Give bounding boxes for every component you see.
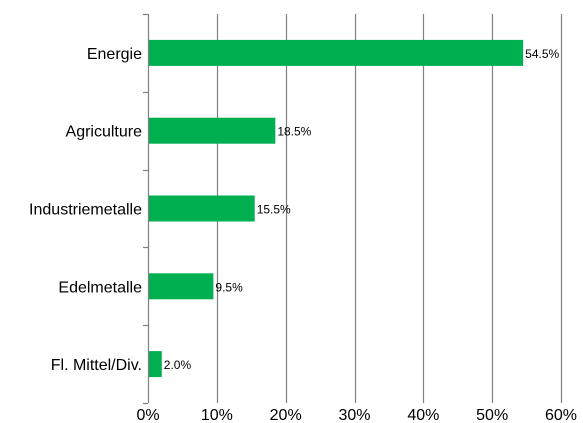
data-label: 9.5% <box>215 280 243 294</box>
bar <box>149 195 255 222</box>
x-tick-label: 20% <box>270 407 302 423</box>
x-tick-label: 0% <box>136 407 159 423</box>
bar <box>149 351 162 378</box>
gridlines <box>216 14 563 403</box>
data-label: 2.0% <box>164 358 192 372</box>
x-tick-label: 30% <box>338 407 370 423</box>
data-label: 15.5% <box>257 203 291 217</box>
y-axis <box>143 13 150 405</box>
data-label: 54.5% <box>525 47 559 61</box>
x-tick-label: 50% <box>476 407 508 423</box>
category-label: Edelmetalle <box>58 279 142 296</box>
x-tick-label: 40% <box>407 407 439 423</box>
category-label: Industriemetalle <box>29 202 142 219</box>
data-label: 18.5% <box>277 125 311 139</box>
category-label: Energie <box>87 46 142 63</box>
category-label: Agriculture <box>66 124 143 141</box>
bar <box>149 39 524 66</box>
bar <box>149 273 214 300</box>
bar <box>149 117 276 144</box>
x-tick-label: 10% <box>201 407 233 423</box>
x-tick-label: 60% <box>545 407 577 423</box>
labels: 0% 10% 20% 30% 40% 50% 60% Energie 54.5% Agricult… <box>29 46 577 423</box>
bars <box>149 39 524 378</box>
category-label: Fl. Mittel/Div. <box>51 357 142 374</box>
